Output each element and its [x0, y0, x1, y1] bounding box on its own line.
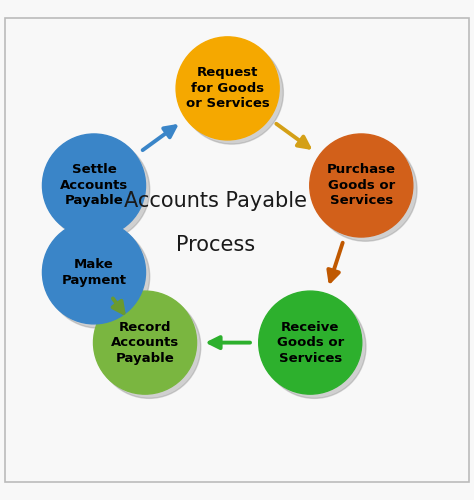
Circle shape	[263, 296, 366, 399]
Text: Accounts Payable: Accounts Payable	[124, 191, 308, 211]
Text: Settle
Accounts
Payable: Settle Accounts Payable	[60, 164, 128, 208]
Text: Record
Accounts
Payable: Record Accounts Payable	[111, 320, 179, 364]
Circle shape	[98, 296, 201, 399]
Text: Receive
Goods or
Services: Receive Goods or Services	[277, 320, 344, 364]
Circle shape	[314, 138, 417, 241]
Circle shape	[46, 225, 150, 328]
Circle shape	[43, 134, 146, 237]
Text: Make
Payment: Make Payment	[62, 258, 127, 286]
Circle shape	[176, 37, 279, 140]
Circle shape	[310, 134, 413, 237]
Text: Purchase
Goods or
Services: Purchase Goods or Services	[327, 164, 396, 208]
Circle shape	[43, 221, 146, 324]
Circle shape	[93, 291, 197, 394]
Circle shape	[46, 138, 150, 241]
Circle shape	[180, 41, 283, 144]
Text: Request
for Goods
or Services: Request for Goods or Services	[186, 66, 270, 110]
Circle shape	[259, 291, 362, 394]
Text: Process: Process	[176, 236, 255, 256]
